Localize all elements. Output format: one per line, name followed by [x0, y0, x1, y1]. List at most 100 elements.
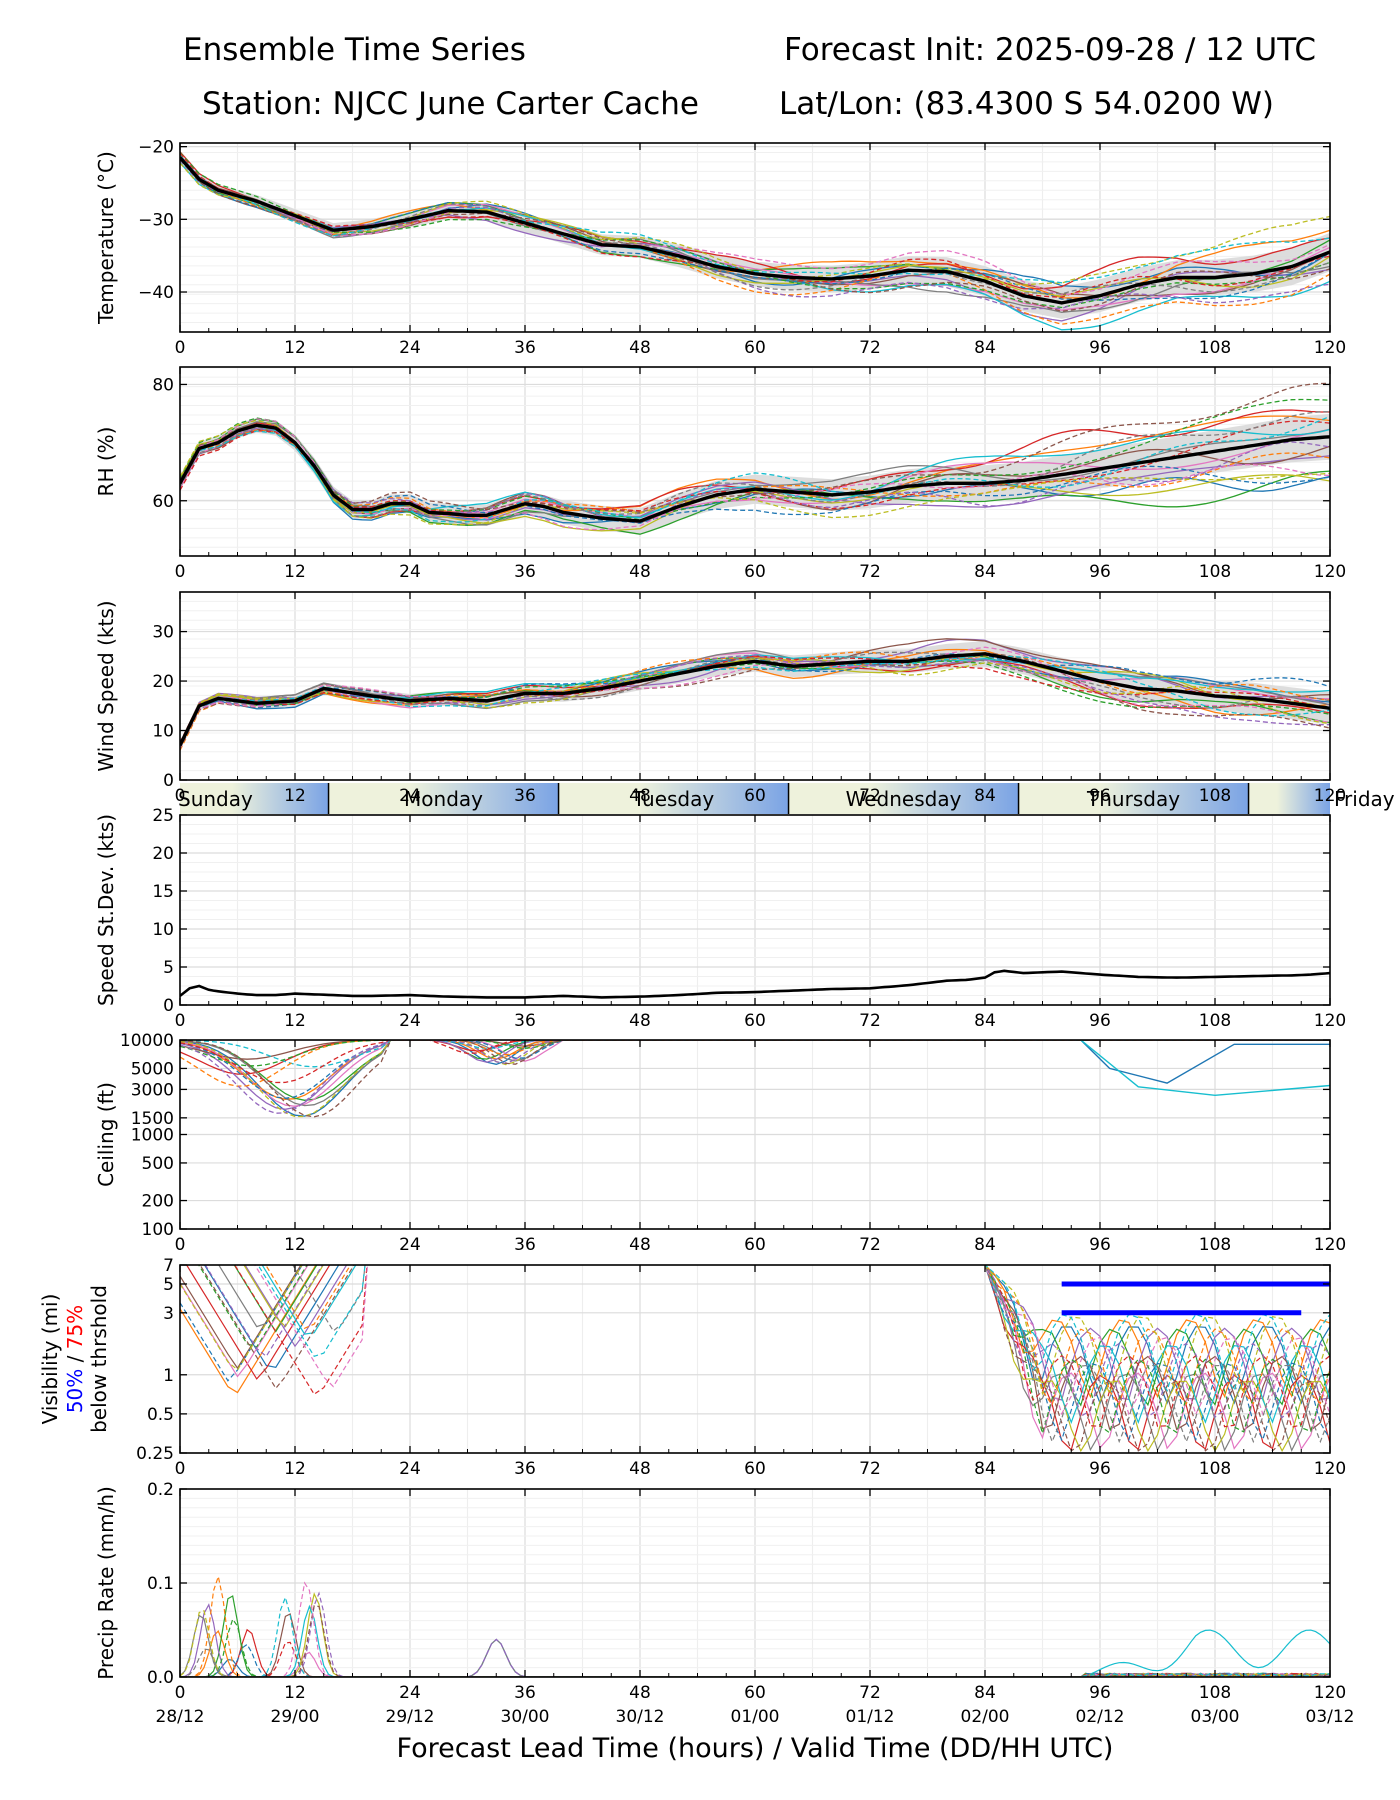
ensemble-member-line: [180, 649, 1330, 746]
y-tick-label: 7: [163, 1256, 174, 1276]
x-tick-label: 12: [284, 562, 306, 582]
y-tick-label: 3000: [131, 1080, 174, 1100]
y-tick-label: 10: [152, 722, 174, 742]
x-tick-label: 72: [859, 1459, 881, 1479]
ensemble-member-line: [180, 429, 1330, 516]
x-tick-label: 24: [399, 562, 421, 582]
plot-area-rh: [180, 382, 1330, 535]
x-tick-label: 72: [859, 1011, 881, 1031]
ensemble-member-line: [180, 654, 1330, 750]
grid-ceiling: [180, 1039, 1330, 1230]
ensemble-member-line: [180, 1040, 1330, 1107]
ensemble-member-line: [180, 1040, 1330, 1107]
y-tick-label: 100: [142, 1220, 174, 1240]
panel-speed_stdev: 0 12 24 36 48 60 72 84 96 108 120 0 5 10 15 20 25 Speed S…: [94, 806, 1346, 1031]
y-tick-label: 10: [152, 920, 174, 940]
ensemble-member-line: [180, 158, 1330, 301]
day-label: Monday: [404, 787, 483, 811]
ensemble-mean-line: [180, 652, 1330, 747]
y-tick-label: 80: [152, 375, 174, 395]
x-tick-label: 60: [744, 1459, 766, 1479]
x-tick-label: 0: [175, 1683, 186, 1703]
x-tick-label: 36: [514, 1011, 536, 1031]
valid-time-label: 01/12: [846, 1707, 895, 1727]
day-band-segment: [788, 783, 1019, 814]
ensemble-member-line: [204, 1265, 1330, 1419]
ensemble-member-line: [199, 1265, 1330, 1452]
valid-time-label: 28/12: [156, 1707, 205, 1727]
x-tick-label: 12: [284, 338, 306, 358]
ensemble-member-line: [180, 654, 1330, 745]
ensemble-member-line: [233, 1265, 1330, 1407]
x-tick-label: 12: [284, 1459, 306, 1479]
x-tick-label: 72: [859, 338, 881, 358]
x-axis-label: Forecast Lead Time (hours) / Valid Time …: [397, 1733, 1114, 1764]
grid-precip: [180, 1488, 1330, 1678]
x-tick-label: 60: [744, 786, 766, 806]
x-tick-label: 84: [974, 1683, 996, 1703]
ensemble-member-line: [180, 1265, 1330, 1396]
x-tick-label: 84: [974, 786, 996, 806]
y-axis-label: Temperature (°C): [94, 151, 118, 325]
x-tick-label: 36: [514, 562, 536, 582]
y-tick-label: 0.5: [147, 1405, 174, 1425]
x-tick-label: 60: [744, 562, 766, 582]
x-tick-label: 0: [175, 1459, 186, 1479]
panel-wind: 0 12 24 36 48 60 72 84 96 108 120 0 10 20 30 Wind Speed…: [94, 591, 1346, 806]
plot-area-temperature: [180, 151, 1330, 331]
y-tick-label: 30: [152, 623, 174, 643]
x-tick-label: 24: [399, 786, 421, 806]
x-tick-label: 48: [629, 1011, 651, 1031]
x-tick-label: 72: [859, 1683, 881, 1703]
y-tick-label: 20: [152, 844, 174, 864]
x-tick-label: 84: [974, 1011, 996, 1031]
y-tick-label: 60: [152, 492, 174, 512]
ensemble-member-line: [180, 1040, 1330, 1110]
x-tick-label: 120: [1314, 562, 1346, 582]
x-tick-label: 120: [1314, 786, 1346, 806]
x-tick-label: 96: [1089, 1011, 1111, 1031]
x-tick-label: 0: [175, 1011, 186, 1031]
x-tick-label: 12: [284, 786, 306, 806]
plot-area-speed_stdev: [180, 969, 1330, 999]
x-tick-label: 72: [859, 562, 881, 582]
spread-band: [180, 413, 1330, 535]
y-tick-label: 15: [152, 882, 174, 902]
y-axis-label: Speed St.Dev. (kts): [94, 814, 118, 1006]
y-tick-label: −30: [138, 210, 174, 230]
y-tick-label: 1000: [131, 1126, 174, 1146]
valid-time-label: 03/12: [1306, 1707, 1355, 1727]
x-tick-label: 120: [1314, 1683, 1346, 1703]
x-tick-label: 0: [175, 562, 186, 582]
x-tick-label: 48: [629, 1459, 651, 1479]
x-tick-label: 48: [629, 562, 651, 582]
x-tick-label: 72: [859, 786, 881, 806]
day-label: Sunday: [178, 787, 253, 811]
grid-speed_stdev: [180, 814, 1330, 1006]
x-tick-label: 24: [399, 1235, 421, 1255]
ensemble-member-line: [180, 425, 1330, 519]
y-tick-label: 0.0: [147, 1668, 174, 1688]
y-axis-label: Precip Rate (mm/h): [94, 1486, 118, 1680]
y-tick-label: 25: [152, 806, 174, 826]
x-tick-label: 108: [1199, 1459, 1231, 1479]
ensemble-member-line: [254, 1265, 1330, 1416]
ensemble-member-line: [180, 1604, 1330, 1677]
ensemble-member-line: [234, 1265, 1330, 1429]
ensemble-member-line: [265, 1265, 1330, 1407]
x-tick-label: 60: [744, 338, 766, 358]
ensemble-member-line: [261, 1265, 1330, 1424]
x-tick-label: 60: [744, 1683, 766, 1703]
station-label: Station: NJCC June Carter Cache: [202, 86, 699, 122]
x-tick-label: 36: [514, 1683, 536, 1703]
ensemble-member-line: [180, 157, 1330, 296]
x-tick-label: 84: [974, 1459, 996, 1479]
y-tick-label: 200: [142, 1192, 174, 1212]
x-tick-label: 24: [399, 1459, 421, 1479]
x-tick-label: 108: [1199, 562, 1231, 582]
y-tick-label: 20: [152, 672, 174, 692]
y-tick-label: 5: [163, 958, 174, 978]
x-tick-label: 108: [1199, 1011, 1231, 1031]
day-band-segment: [328, 783, 559, 814]
